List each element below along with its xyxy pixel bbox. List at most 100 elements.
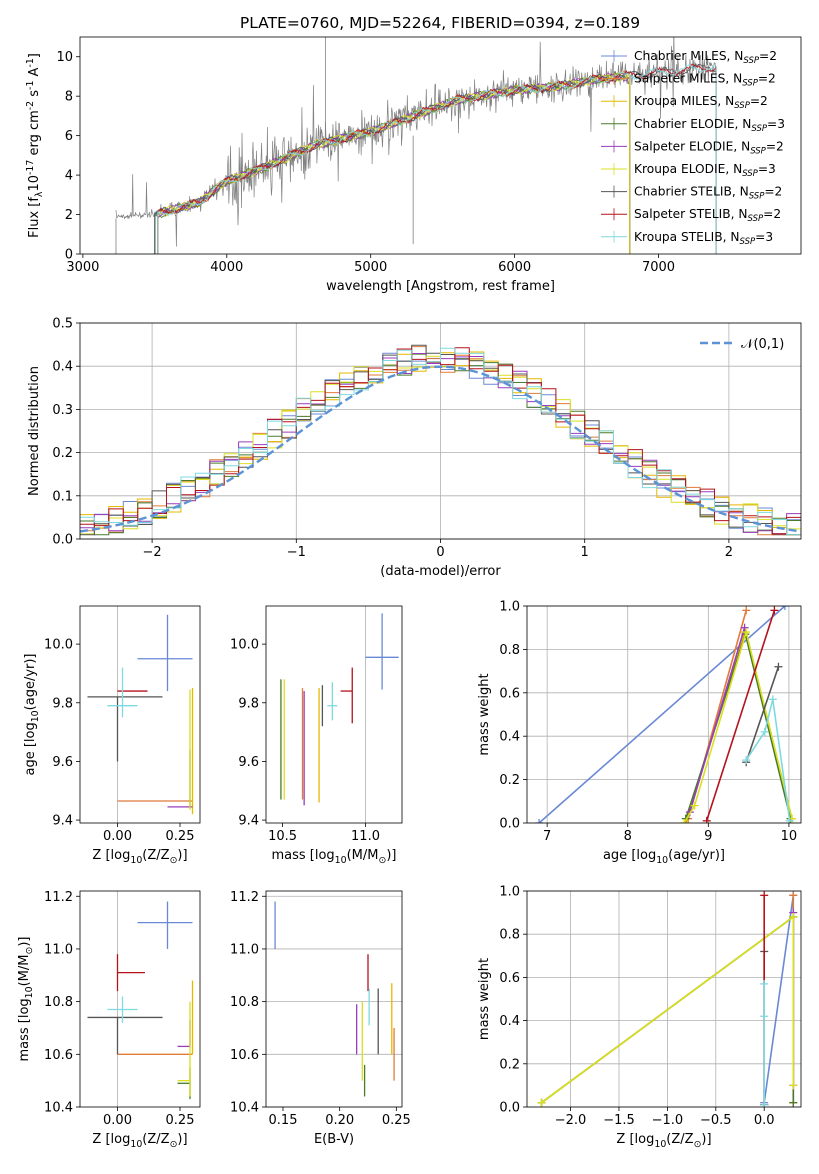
legend-entry: Kroupa STELIB, NSSP=3	[634, 230, 773, 247]
x-axis-label: wavelength [Angstrom, rest frame]	[326, 279, 555, 294]
y-axis-label: mass [log10​(M/M⊙​)]	[17, 936, 35, 1061]
x-tick-label: 0.20	[325, 1113, 354, 1128]
mass-weight-line	[683, 628, 793, 823]
x-tick-label: 7000	[642, 260, 675, 275]
y-tick-label: 0.0	[499, 817, 520, 832]
panel-residual_histogram: −2 −1 0 1 2 0.0 0.1 0.2 0.3 0.4 0.5 (data-model)/er…	[27, 317, 802, 579]
panel-age_vs_mass: 10.5 11.0 9.4 9.6 9.8 10.0 mass [log10​(M/M⊙​)…	[230, 605, 403, 866]
axes-frame	[79, 605, 201, 824]
axes-frame	[526, 605, 802, 824]
legend-entry: Chabrier STELIB, NSSP=2	[634, 185, 782, 202]
model-spectrum-line	[157, 72, 630, 219]
plot-area	[80, 344, 801, 536]
x-axis-label: mass [log10​(M/M⊙​)]	[271, 848, 396, 866]
y-tick-label: 0.2	[52, 446, 73, 461]
y-tick-label: 1.0	[499, 600, 520, 615]
mass-weight-line	[689, 627, 746, 813]
gridlines	[527, 605, 801, 824]
y-axis-label: mass weight	[477, 958, 492, 1040]
axes-frame	[79, 322, 802, 540]
x-tick-label: 7	[543, 829, 551, 844]
mass-weight-line	[745, 699, 791, 821]
x-tick-label: 0.00	[103, 1113, 132, 1128]
y-axis-label: mass weight	[477, 673, 492, 755]
y-tick-label: 4	[65, 169, 73, 184]
legend-entry: Salpeter MILES, NSSP=2	[634, 72, 776, 89]
y-tick-label: 10.4	[230, 1101, 259, 1116]
x-tick-label: 8	[624, 829, 632, 844]
y-tick-label: 8	[65, 90, 73, 105]
x-tick-label: 9	[704, 829, 712, 844]
y-tick-label: 0.8	[499, 643, 520, 658]
x-tick-label: −1	[287, 545, 306, 560]
model-spectrum-line	[154, 63, 716, 216]
legend-entry: Salpeter STELIB, NSSP=2	[634, 207, 781, 224]
y-tick-label: 0.8	[499, 928, 520, 943]
observed-spectrum-line	[115, 37, 717, 247]
y-tick-label: 11.2	[230, 890, 259, 905]
gridlines	[266, 895, 402, 1108]
x-tick-label: 0.0	[754, 1113, 775, 1128]
x-tick-label: 0.25	[166, 829, 195, 844]
plot-area	[537, 891, 798, 1107]
x-tick-label: 10	[781, 829, 798, 844]
y-tick-label: 10.0	[44, 638, 73, 653]
y-tick-label: 0.0	[52, 533, 73, 548]
y-tick-label: 0.6	[499, 686, 520, 701]
y-tick-label: 0.3	[52, 403, 73, 418]
legend-entry: Salpeter ELODIE, NSSP=2	[634, 139, 784, 156]
model-spectrum-line	[157, 62, 717, 217]
x-tick-label: 5000	[354, 260, 387, 275]
x-axis-label: E(B-V)	[314, 1132, 354, 1147]
y-tick-label: 9.4	[238, 814, 259, 829]
x-axis-label: Z [log10​(Z/Z⊙​)]	[92, 848, 187, 866]
y-tick-label: 9.8	[238, 696, 259, 711]
y-tick-label: 10	[56, 50, 73, 65]
y-tick-label: 10.6	[230, 1048, 259, 1063]
axes-frame	[265, 605, 403, 824]
y-axis-label: Normed distribution	[27, 366, 42, 496]
y-tick-label: 0.5	[52, 317, 73, 332]
y-tick-label: 6	[65, 129, 73, 144]
y-axis-label: age [log10​(age/yr)]	[23, 653, 41, 775]
figure-title: PLATE=0760, MJD=52264, FIBERID=0394, z=0…	[240, 14, 640, 32]
x-tick-label: −2	[143, 545, 162, 560]
x-tick-label: 0.25	[382, 1113, 411, 1128]
x-tick-label: 10.5	[268, 829, 297, 844]
plot-area	[87, 901, 194, 1100]
x-tick-label: 4000	[210, 260, 243, 275]
legend-entry: Chabrier ELODIE, NSSP=3	[634, 117, 785, 134]
axes-frame	[79, 890, 201, 1108]
mass-weight-line	[705, 610, 776, 822]
x-tick-label: 6000	[498, 260, 531, 275]
y-tick-label: 10.0	[230, 638, 259, 653]
y-tick-label: 2	[65, 208, 73, 223]
mass-weight-line	[763, 895, 795, 1103]
y-tick-label: 11.0	[44, 942, 73, 957]
x-tick-label: −1.5	[603, 1113, 635, 1128]
y-tick-label: 0.0	[499, 1101, 520, 1116]
panel-mass_vs_EBV: 0.15 0.20 0.25 10.4 10.6 10.8 11.0 11.2 E(B-V)	[230, 890, 411, 1147]
histogram-step-line	[80, 347, 801, 536]
x-axis-label: Z [log10​(Z/Z⊙​)]	[616, 1132, 711, 1150]
x-tick-label: 3000	[66, 260, 99, 275]
y-tick-label: 10.6	[44, 1048, 73, 1063]
y-axis-label: Flux [fλ​10-17​ erg cm-2​ s-1​ A-1​]	[25, 53, 45, 238]
y-tick-label: 9.6	[238, 755, 259, 770]
x-tick-label: 2	[725, 545, 733, 560]
panel-spectrum: 3000 4000 5000 6000 7000 0 2 4 6 8 10 wavelength [A…	[25, 36, 802, 294]
y-tick-label: 0.2	[499, 1057, 520, 1072]
y-tick-label: 10.8	[44, 995, 73, 1010]
y-tick-label: 0.4	[499, 1014, 520, 1029]
y-tick-label: 0.2	[499, 773, 520, 788]
plot-area	[87, 614, 194, 815]
y-tick-label: 0.4	[52, 360, 73, 375]
panel-mass_weight_vs_Z: −2.0 −1.5 −1.0 −0.5 0.0 0.0 0.2 0.4 0.6 0.8 1.0 Z […	[477, 885, 802, 1150]
y-tick-label: 11.2	[44, 890, 73, 905]
y-tick-label: 1.0	[499, 885, 520, 900]
legend-entry: Chabrier MILES, NSSP=2	[634, 49, 777, 66]
axes-frame	[265, 890, 403, 1108]
x-axis-label: (data-model)/error	[380, 564, 501, 579]
legend-entry: Kroupa MILES, NSSP=2	[634, 94, 768, 111]
